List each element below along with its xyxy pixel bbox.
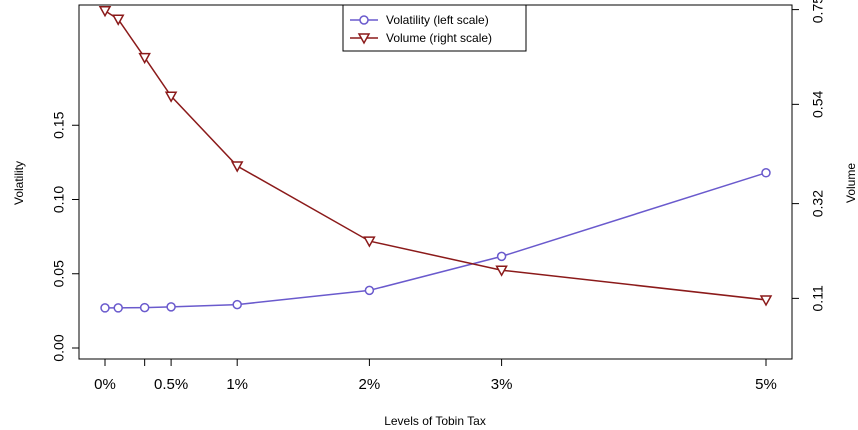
legend-marker-volatility — [359, 15, 369, 25]
data-point-volatility — [232, 299, 242, 310]
right-tick-label: 0.11 — [810, 285, 826, 311]
left-tick-label: 0.10 — [51, 186, 67, 213]
legend-label-volume: Volume (right scale) — [386, 31, 492, 45]
right-tick-label: 0.75 — [810, 0, 826, 23]
data-point-volume — [138, 52, 151, 65]
left-tick-label: 0.15 — [51, 111, 67, 138]
left-axis: 0.00 0.05 0.10 0.15 — [51, 111, 80, 362]
x-tick-label: 3% — [491, 376, 513, 393]
series-line-volume — [104, 10, 767, 301]
data-point-volume — [164, 91, 178, 103]
left-tick-label: 0.00 — [51, 334, 67, 361]
series-line-volatility — [105, 172, 767, 309]
left-axis-label: Volatility — [12, 161, 26, 205]
legend-label-volatility: Volatility (left scale) — [386, 13, 489, 27]
right-axis-label: Volume — [844, 163, 858, 203]
data-point-volatility — [166, 302, 176, 312]
data-point-volatility — [100, 303, 110, 313]
x-axis: 0% 0.5% 1% 2% 3% 5% — [94, 358, 777, 393]
right-tick-label: 0.54 — [810, 91, 826, 118]
left-tick-label: 0.05 — [51, 260, 67, 287]
x-tick-label: 2% — [359, 376, 381, 393]
x-tick-label: 1% — [226, 376, 248, 393]
data-point-volatility — [364, 285, 375, 296]
right-tick-label: 0.32 — [810, 190, 826, 217]
data-point-volume — [230, 161, 244, 173]
legend: Volatility (left scale) Volume (right sc… — [342, 4, 527, 52]
x-tick-label: 0% — [94, 376, 116, 393]
data-point-volatility — [496, 251, 507, 262]
legend-marker-volume — [357, 33, 371, 45]
legend-box — [342, 4, 527, 52]
right-axis: 0.11 0.32 0.54 0.75 — [791, 0, 826, 311]
x-tick-label: 5% — [755, 376, 777, 393]
x-axis-label: Levels of Tobin Tax — [384, 414, 486, 428]
data-point-volume — [759, 295, 773, 307]
x-tick-label: 0.5% — [154, 376, 188, 393]
data-point-volatility — [139, 302, 150, 313]
data-point-volume — [111, 14, 125, 26]
data-point-volatility — [113, 303, 123, 313]
data-point-volume — [495, 265, 508, 277]
data-point-volume — [98, 5, 112, 18]
data-point-volume — [363, 236, 376, 248]
data-point-volatility — [761, 168, 771, 178]
series-layer — [98, 5, 773, 313]
